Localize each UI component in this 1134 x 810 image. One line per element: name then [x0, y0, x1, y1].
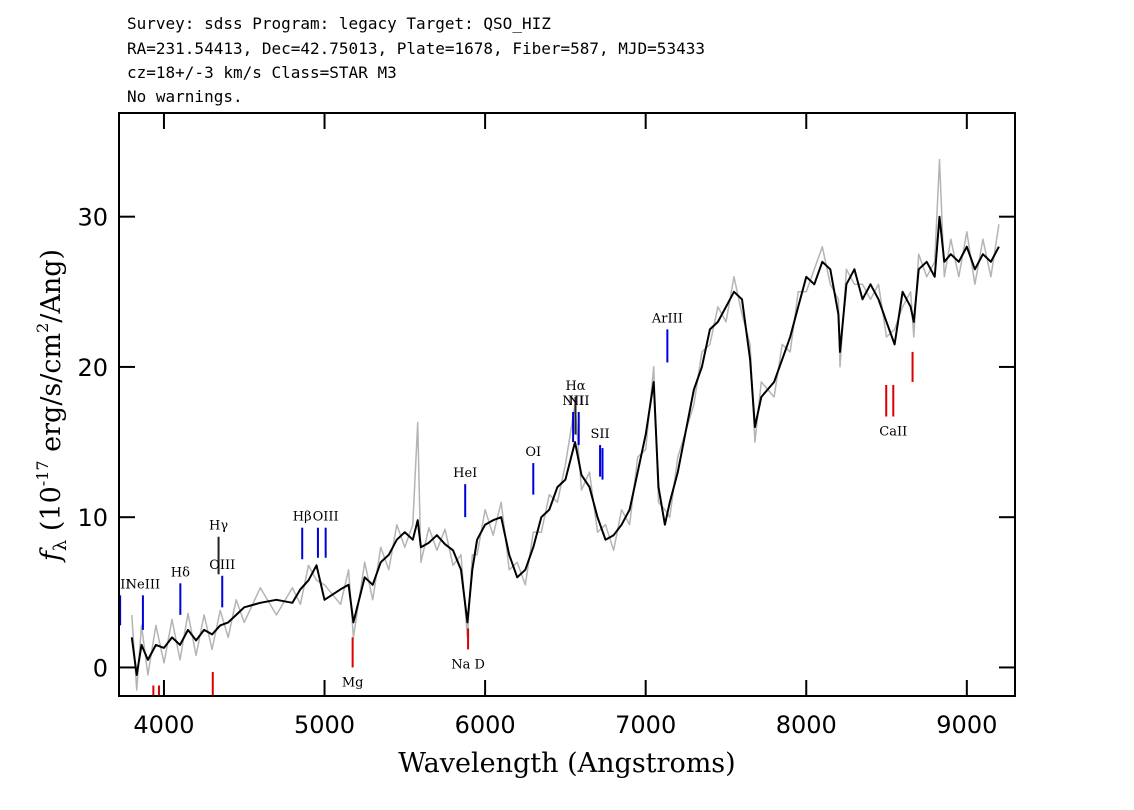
line-label: NII [568, 394, 590, 409]
line-label: Na D [451, 657, 485, 672]
x-tick-label: 4000 [133, 711, 194, 739]
line-label: ArIII [651, 311, 683, 326]
y-title-part: erg/s/cm [36, 333, 67, 461]
line-label: NeIII [126, 577, 160, 592]
line-label: HeI [453, 466, 477, 481]
line-label: SII [590, 427, 609, 442]
line-label: OIII [209, 558, 235, 573]
y-title-part: λ [50, 540, 71, 551]
line-label: Hδ [171, 565, 190, 580]
x-tick-label: 6000 [455, 711, 516, 739]
line-label: OIII [313, 510, 339, 525]
y-title-part: /Ang) [36, 249, 67, 323]
line-label: OI [525, 445, 541, 460]
y-tick-label: 20 [77, 354, 108, 382]
y-axis-title: fλ (10-17 erg/s/cm2/Ang) [33, 249, 71, 563]
line-label: CaII [879, 425, 907, 440]
x-tick-label: 7000 [615, 711, 676, 739]
line-label: Hβ [293, 510, 312, 525]
title-line: RA=231.54413, Dec=42.75013, Plate=1678, … [127, 39, 705, 58]
line-label: NII [562, 394, 584, 409]
x-tick-label: 5000 [294, 711, 355, 739]
spectrum-line [131, 158, 1000, 691]
y-tick-label: 0 [93, 654, 108, 682]
title-line: Survey: sdss Program: legacy Target: QSO… [127, 14, 551, 33]
y-title-part: (10 [36, 486, 67, 539]
x-axis-title: Wavelength (Angstroms) [398, 748, 735, 779]
title-line: No warnings. [127, 87, 243, 106]
line-label: OII [110, 577, 131, 592]
y-tick-label: 10 [77, 504, 108, 532]
line-label: Hα [565, 379, 585, 394]
y-title-part: -17 [33, 460, 52, 486]
plot-frame [118, 112, 1016, 697]
x-tick-label: 9000 [936, 711, 997, 739]
x-tick-label: 8000 [776, 711, 837, 739]
title-line: cz=18+/-3 km/s Class=STAR M3 [127, 63, 397, 82]
line-label: Hγ [209, 519, 228, 534]
spectrum-line [130, 215, 1000, 676]
line-label: Mg [342, 675, 364, 690]
y-tick-label: 30 [77, 204, 108, 232]
y-title-part: f [36, 547, 67, 563]
y-title-part: 2 [33, 323, 52, 333]
